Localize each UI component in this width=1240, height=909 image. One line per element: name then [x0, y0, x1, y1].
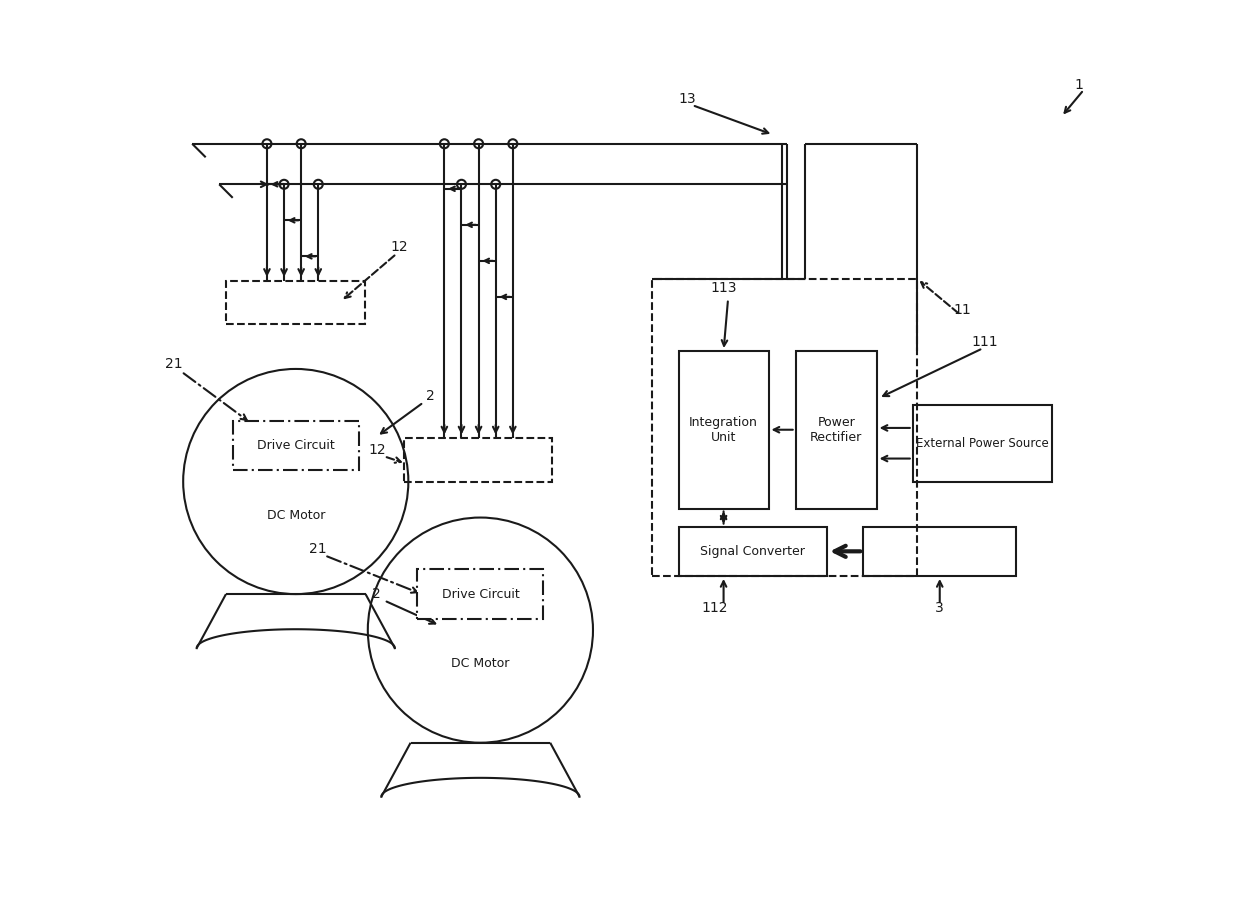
- Bar: [863, 526, 1017, 576]
- Bar: [233, 421, 358, 470]
- Text: Signal Converter: Signal Converter: [701, 544, 805, 558]
- Text: Drive Circuit: Drive Circuit: [441, 587, 520, 601]
- Text: 11: 11: [954, 304, 971, 317]
- Bar: [678, 351, 769, 508]
- Text: 3: 3: [935, 601, 944, 615]
- Text: Power
Rectifier: Power Rectifier: [810, 415, 862, 444]
- Text: 111: 111: [971, 335, 998, 349]
- Text: 1: 1: [1075, 78, 1084, 92]
- Bar: [651, 279, 918, 576]
- Text: DC Motor: DC Motor: [451, 657, 510, 671]
- Text: 21: 21: [165, 357, 184, 372]
- Text: 13: 13: [678, 92, 697, 105]
- Text: Integration
Unit: Integration Unit: [689, 415, 758, 444]
- Text: 21: 21: [310, 542, 327, 556]
- Text: External Power Source: External Power Source: [916, 436, 1049, 450]
- Bar: [913, 405, 1053, 482]
- Bar: [796, 351, 877, 508]
- Text: 2: 2: [372, 587, 381, 601]
- Text: 12: 12: [368, 443, 386, 457]
- Text: 113: 113: [711, 282, 737, 295]
- Text: 112: 112: [702, 601, 728, 615]
- Text: 2: 2: [427, 389, 435, 403]
- Bar: [226, 281, 365, 324]
- Text: Drive Circuit: Drive Circuit: [257, 439, 335, 452]
- Bar: [678, 526, 827, 576]
- Text: 12: 12: [391, 240, 408, 255]
- Bar: [404, 438, 553, 482]
- Bar: [418, 569, 543, 619]
- Text: DC Motor: DC Motor: [267, 509, 325, 522]
